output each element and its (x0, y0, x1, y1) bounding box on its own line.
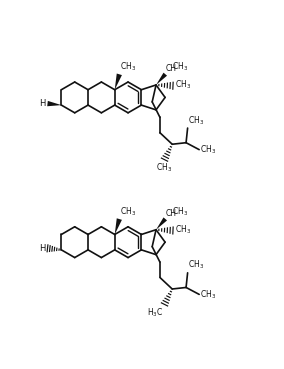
Text: CH$_3$: CH$_3$ (172, 206, 188, 218)
Text: CH$_3$: CH$_3$ (156, 162, 172, 175)
Text: CH: CH (166, 209, 177, 218)
Text: CH$_3$: CH$_3$ (120, 60, 136, 73)
Text: H$_3$C: H$_3$C (147, 307, 163, 319)
Text: CH$_3$: CH$_3$ (188, 259, 204, 271)
Text: CH$_3$: CH$_3$ (200, 288, 216, 301)
Text: H: H (39, 99, 45, 108)
Polygon shape (115, 218, 122, 234)
Text: H: H (39, 244, 45, 253)
Polygon shape (156, 217, 167, 230)
Text: CH$_3$: CH$_3$ (188, 114, 204, 127)
Text: CH: CH (166, 65, 177, 73)
Text: CH$_3$: CH$_3$ (120, 205, 136, 218)
Polygon shape (47, 101, 61, 106)
Polygon shape (115, 73, 122, 90)
Polygon shape (156, 73, 167, 85)
Text: CH$_3$: CH$_3$ (175, 79, 191, 91)
Text: CH$_3$: CH$_3$ (175, 224, 191, 236)
Text: CH$_3$: CH$_3$ (172, 61, 188, 73)
Text: CH$_3$: CH$_3$ (200, 144, 216, 156)
